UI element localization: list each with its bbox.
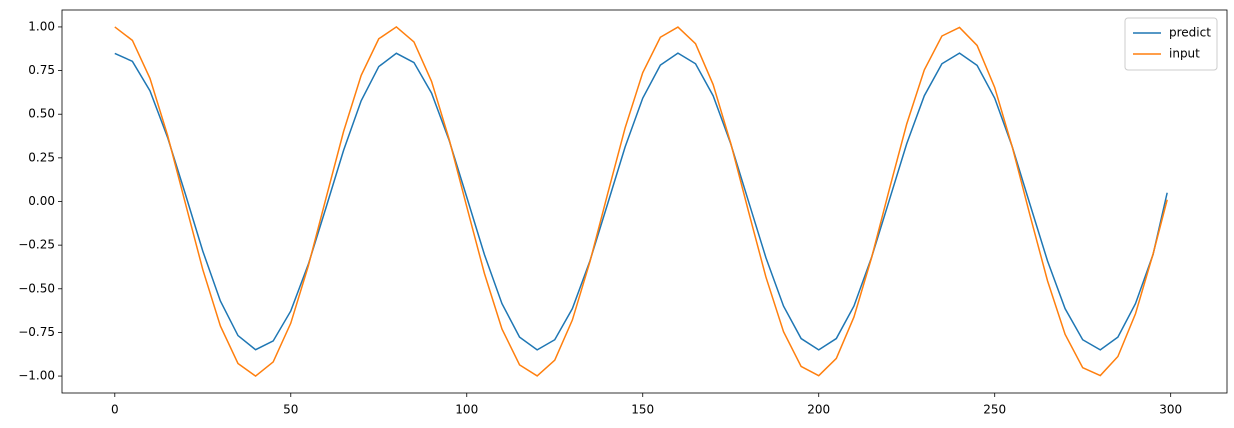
y-tick-label: −0.75 <box>18 325 55 339</box>
legend-box <box>1124 17 1218 71</box>
x-tick-label: 0 <box>111 403 119 417</box>
y-tick-label: −0.25 <box>18 238 55 252</box>
y-tick-label: 1.00 <box>28 19 55 33</box>
series-line <box>114 25 1168 378</box>
y-tick-label: −0.50 <box>18 281 55 295</box>
x-tick-label: 200 <box>807 403 830 417</box>
x-tick-label: 150 <box>631 403 654 417</box>
y-tick-label: 0.50 <box>28 107 55 121</box>
y-tick-label: 0.00 <box>28 194 55 208</box>
y-tick-label: −1.00 <box>18 369 55 383</box>
x-tick-label: 50 <box>283 403 298 417</box>
series-line <box>114 52 1168 351</box>
x-tick-label: 100 <box>455 403 478 417</box>
legend-label: predict <box>1169 26 1211 40</box>
x-tick-label: 250 <box>983 403 1006 417</box>
x-tick-label: 300 <box>1159 403 1182 417</box>
y-tick-label: 0.25 <box>28 150 55 164</box>
legend-label: input <box>1169 47 1200 61</box>
y-tick-label: 0.75 <box>28 63 55 77</box>
